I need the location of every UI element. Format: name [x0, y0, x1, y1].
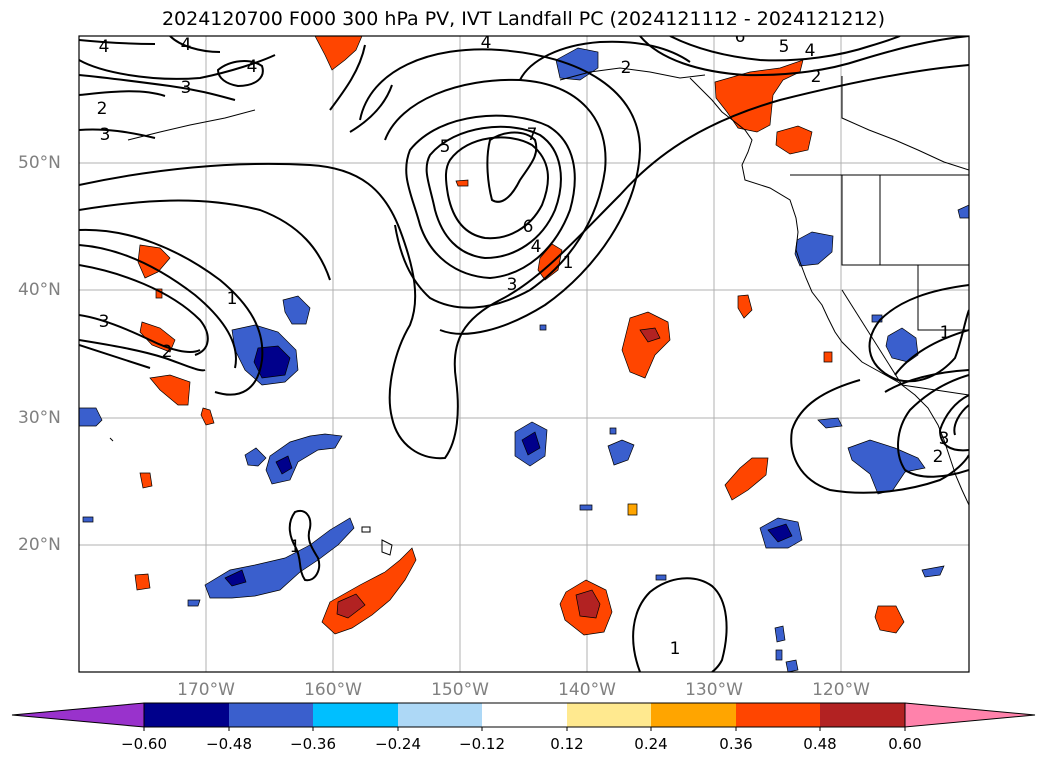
contour-label: 6 [523, 217, 534, 237]
lat-label-20n: 20°N [18, 535, 61, 555]
contour-label: 4 [181, 35, 192, 55]
colorbar-bin [398, 703, 482, 727]
lat-label-30n: 30°N [18, 408, 61, 428]
colorbar-extend-min [11, 702, 145, 728]
contour-label: 6 [735, 27, 746, 47]
lon-label-140w: 140°W [558, 680, 616, 700]
graticule [79, 36, 969, 672]
colorbar-tick-label: 0.60 [888, 735, 922, 753]
colorbar-tick-label: −0.36 [290, 735, 336, 753]
contour-label: 1 [940, 323, 951, 343]
colorbar-tick-label: −0.60 [121, 735, 167, 753]
contour-label: 1 [670, 639, 681, 659]
contour-label: 1 [290, 537, 301, 557]
contour-label: 2 [97, 99, 108, 119]
colorbar-bin [736, 703, 820, 727]
contour-label: 4 [247, 57, 258, 77]
colorbar-bin [820, 703, 905, 727]
lon-label-130w: 130°W [685, 680, 743, 700]
colorbar-tick-label: −0.24 [375, 735, 421, 753]
contour-label: 2 [933, 447, 944, 467]
colorbar-tick-label: −0.48 [206, 735, 252, 753]
colorbar-bin [651, 703, 736, 727]
contour-label: 7 [527, 125, 538, 145]
lat-label-40n: 40°N [18, 280, 61, 300]
colorbar-tick-label: 0.12 [550, 735, 584, 753]
contour-label: 4 [99, 37, 110, 57]
contour-label: 1 [227, 289, 238, 309]
colorbar-bin [567, 703, 651, 727]
map-background [79, 36, 969, 672]
lon-label-150w: 150°W [431, 680, 489, 700]
colorbar [11, 702, 1036, 731]
lon-label-120w: 120°W [812, 680, 870, 700]
contour-label: 3 [100, 125, 111, 145]
contour-label: 3 [99, 312, 110, 332]
contour-label: 1 [563, 253, 574, 273]
contour-label: 2 [811, 67, 822, 87]
colorbar-tick-label: 0.36 [719, 735, 753, 753]
colorbar-bin [229, 703, 313, 727]
contour-label: 4 [805, 41, 816, 61]
contour-label: 4 [531, 237, 542, 257]
contour-label: 5 [440, 137, 451, 157]
colorbar-tick-label: −0.12 [459, 735, 505, 753]
contour-label: 4 [481, 33, 492, 53]
ivt-positive-anomalies [134, 36, 905, 636]
colorbar-bin [482, 703, 567, 727]
contour-label: 3 [507, 275, 518, 295]
lat-label-50n: 50°N [18, 153, 61, 173]
contour-label: 2 [162, 342, 173, 362]
colorbar-tick-label: 0.48 [803, 735, 837, 753]
contour-label: 3 [939, 429, 950, 449]
contour-label: 5 [779, 37, 790, 57]
pv-contour-labels: 4 4 3 4 2 3 4 5 7 6 4 3 1 1 3 2 2 6 5 4 … [97, 27, 951, 659]
contour-label: 3 [181, 78, 192, 98]
lon-label-160w: 160°W [304, 680, 362, 700]
colorbar-extend-max [904, 702, 1036, 728]
map-frame [78, 35, 970, 673]
pv-contours [79, 36, 969, 672]
contour-label: 2 [621, 58, 632, 78]
lon-label-170w: 170°W [177, 680, 235, 700]
colorbar-tick-label: 0.24 [634, 735, 668, 753]
colorbar-bin [144, 703, 229, 727]
ivt-negative-anomalies [79, 47, 969, 672]
map-title: 2024120700 F000 300 hPa PV, IVT Landfall… [161, 8, 886, 30]
colorbar-bin [313, 703, 398, 727]
